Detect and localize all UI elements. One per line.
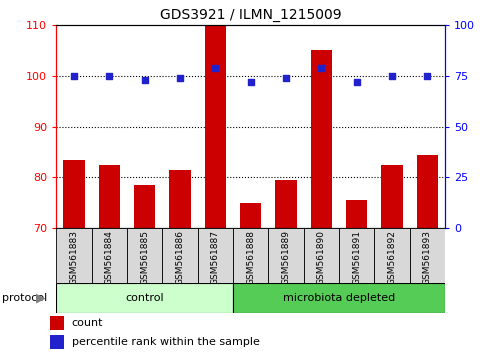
Point — [423, 73, 430, 79]
Bar — [204, 25, 225, 228]
Bar — [134, 185, 155, 228]
Text: percentile rank within the sample: percentile rank within the sample — [72, 337, 259, 348]
Bar — [56, 228, 91, 283]
Bar — [381, 165, 402, 228]
Point — [387, 73, 395, 79]
Bar — [275, 180, 296, 228]
Text: microbiota depleted: microbiota depleted — [282, 293, 394, 303]
Text: GSM561886: GSM561886 — [175, 230, 184, 285]
Point — [105, 73, 113, 79]
Bar — [409, 228, 444, 283]
Text: protocol: protocol — [2, 293, 48, 303]
Bar — [310, 50, 331, 228]
Bar — [169, 170, 190, 228]
Text: GSM561885: GSM561885 — [140, 230, 149, 285]
Point — [211, 65, 219, 70]
Bar — [232, 228, 268, 283]
Bar — [416, 155, 437, 228]
Text: GSM561893: GSM561893 — [422, 230, 431, 285]
Point — [70, 73, 78, 79]
Bar — [240, 203, 261, 228]
Text: GSM561889: GSM561889 — [281, 230, 290, 285]
Point — [352, 79, 360, 85]
Text: GSM561887: GSM561887 — [210, 230, 219, 285]
Bar — [162, 228, 197, 283]
Bar — [197, 228, 232, 283]
Text: ▶: ▶ — [36, 292, 45, 305]
Text: GSM561888: GSM561888 — [245, 230, 255, 285]
Text: GSM561884: GSM561884 — [104, 230, 114, 285]
Bar — [232, 283, 444, 313]
Title: GDS3921 / ILMN_1215009: GDS3921 / ILMN_1215009 — [160, 8, 341, 22]
Bar — [303, 228, 338, 283]
Bar — [127, 228, 162, 283]
Point — [282, 75, 289, 80]
Bar — [346, 200, 366, 228]
Bar — [99, 165, 120, 228]
Text: GSM561883: GSM561883 — [69, 230, 78, 285]
Text: GSM561891: GSM561891 — [351, 230, 361, 285]
Point — [246, 79, 254, 85]
Text: control: control — [125, 293, 163, 303]
Bar — [268, 228, 303, 283]
Bar — [91, 228, 127, 283]
Point — [141, 77, 148, 82]
Bar — [50, 316, 64, 330]
Text: GSM561892: GSM561892 — [386, 230, 396, 285]
Bar — [338, 228, 373, 283]
Point — [317, 65, 325, 70]
Bar — [50, 336, 64, 349]
Bar — [56, 283, 232, 313]
Text: count: count — [72, 318, 103, 328]
Point — [176, 75, 183, 80]
Text: GSM561890: GSM561890 — [316, 230, 325, 285]
Bar — [373, 228, 409, 283]
Bar — [63, 160, 84, 228]
